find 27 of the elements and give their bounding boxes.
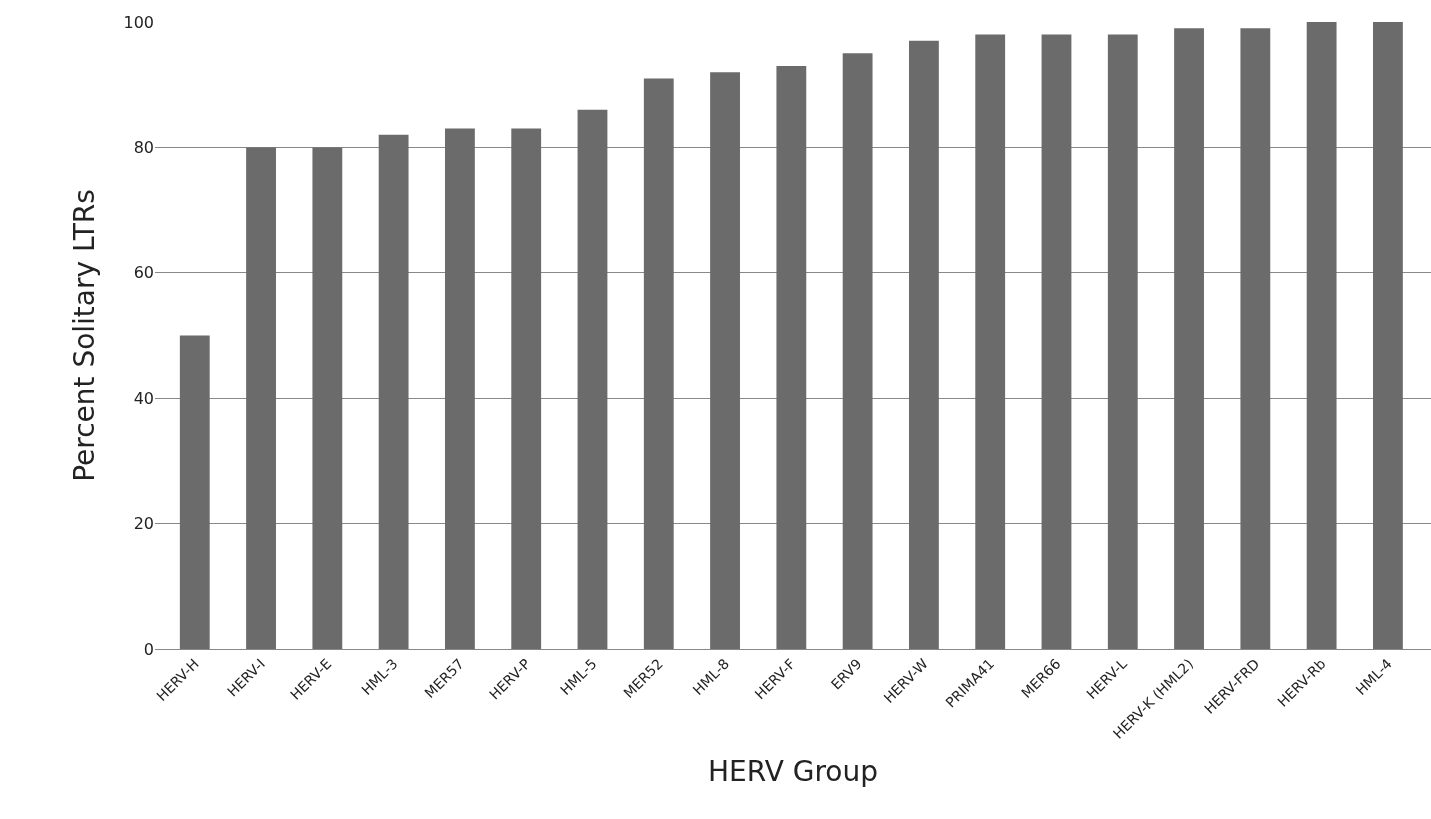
x-axis-title: HERV Group — [708, 754, 878, 788]
bar — [1174, 28, 1204, 649]
y-tick-label: 60 — [133, 263, 154, 283]
bar — [1107, 34, 1138, 649]
bar — [179, 335, 210, 649]
y-tick-label: 100 — [123, 12, 154, 32]
bar — [511, 128, 542, 649]
bar — [445, 128, 475, 649]
y-tick-label: 20 — [133, 514, 154, 534]
bar — [1041, 34, 1072, 649]
bar — [1306, 22, 1337, 649]
bar — [1240, 28, 1271, 649]
bar — [643, 78, 674, 649]
bar — [776, 65, 807, 649]
bar — [246, 147, 276, 649]
bar — [842, 53, 873, 649]
y-tick-label: 40 — [133, 388, 154, 408]
bar — [312, 147, 343, 649]
bar — [710, 72, 740, 649]
bar — [378, 134, 409, 649]
bar — [909, 40, 939, 649]
y-tick-label: 80 — [133, 138, 154, 157]
bar — [975, 34, 1006, 649]
y-axis-title: Percent Solitary LTRs — [68, 189, 102, 482]
bar — [577, 109, 608, 649]
bar — [1373, 22, 1403, 649]
y-tick-label: 0 — [143, 639, 154, 659]
